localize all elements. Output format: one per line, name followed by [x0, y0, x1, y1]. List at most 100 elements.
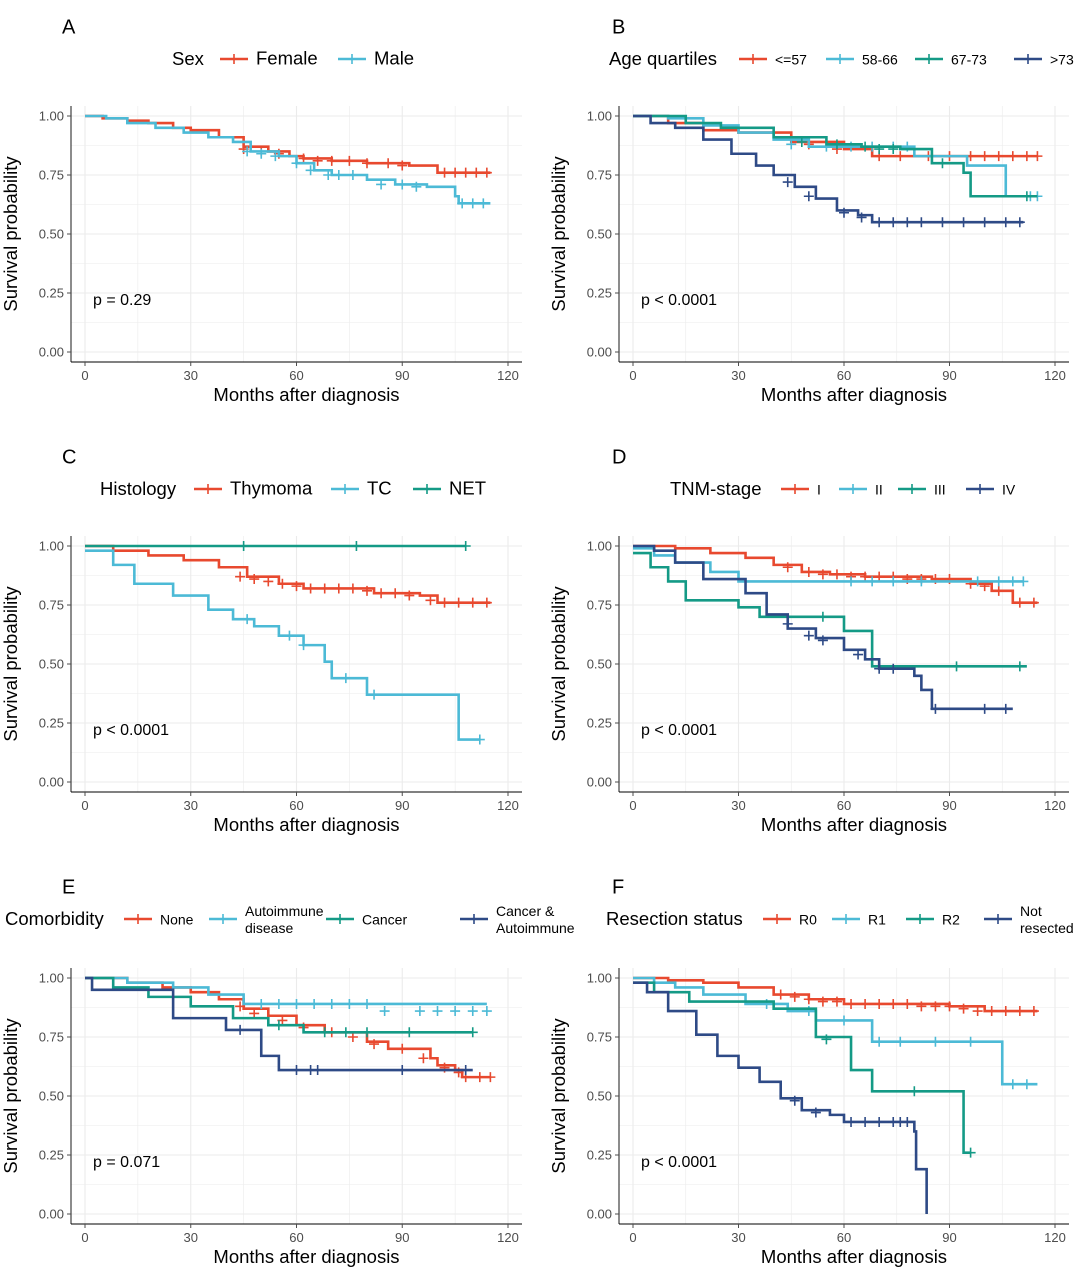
censor-mark [803, 191, 814, 202]
legend-key [763, 914, 791, 924]
legend: Age quartiles <=57 58-66 67-73 >73 [609, 48, 1074, 69]
legend-label: resected [1020, 920, 1074, 936]
series-not-resected [633, 981, 928, 1214]
y-tick-label: 1.00 [587, 971, 612, 986]
censor-mark [277, 578, 288, 589]
censor-mark [817, 996, 828, 1007]
censor-mark [867, 576, 878, 587]
y-tick-label: 0.25 [587, 716, 612, 731]
y-tick-label: 0.25 [587, 1148, 612, 1163]
series-73 [633, 114, 1025, 228]
censor-mark [291, 1065, 302, 1076]
censor-mark [379, 1006, 390, 1017]
censor-mark [397, 1065, 408, 1076]
censor-mark [979, 581, 990, 592]
x-tick-label: 30 [184, 798, 198, 813]
km-curve [85, 976, 491, 1079]
y-axis-title: Survival probability [0, 156, 21, 312]
km-curve [633, 981, 971, 1154]
censor-mark [846, 576, 857, 587]
censor-mark [298, 640, 309, 651]
x-axis-title: Months after diagnosis [213, 384, 399, 405]
km-curve [633, 547, 1024, 583]
censor-mark [874, 144, 885, 155]
censor-mark [418, 1053, 429, 1064]
censor-mark [860, 141, 871, 152]
x-tick-label: 30 [731, 1230, 745, 1245]
censor-mark [333, 170, 344, 180]
legend-key-censor [907, 484, 917, 494]
censor-mark [235, 1001, 246, 1012]
legend-label: R1 [868, 912, 886, 928]
panel-f: F 0 30 60 90 120 0.00 0.25 0.50 0.75 1.00 Months af… [548, 877, 1074, 1267]
censor-mark [362, 585, 372, 596]
censor-mark [860, 1116, 871, 1127]
censor-mark [273, 1020, 284, 1031]
p-value-annotation: p = 0.071 [93, 1154, 160, 1171]
legend: Sex Female Male [172, 48, 414, 70]
series-autoimmune-disease [85, 976, 492, 1017]
x-tick-label: 60 [289, 798, 303, 813]
censor-mark [1014, 1006, 1025, 1017]
legend-label: Autoimmune [245, 903, 324, 919]
censor-mark [972, 1006, 983, 1017]
legend-title: TNM-stage [670, 478, 762, 499]
censor-mark [333, 583, 344, 594]
censor-mark [846, 1116, 857, 1127]
x-tick-label: 90 [942, 368, 956, 383]
km-curve [85, 976, 487, 1006]
legend-key [906, 914, 934, 924]
legend-label: 58-66 [862, 52, 898, 68]
x-tick-label: 30 [731, 798, 745, 813]
censor-mark [979, 217, 990, 228]
censor-mark [474, 734, 485, 745]
x-axis-title: Months after diagnosis [213, 1246, 399, 1267]
legend-label: Male [374, 48, 414, 69]
censor-mark [273, 998, 284, 1009]
y-tick-label: 0.50 [39, 657, 64, 672]
legend-label: Cancer [362, 912, 407, 928]
censor-mark [888, 663, 899, 674]
censor-mark [888, 217, 899, 228]
censor-mark [958, 217, 969, 228]
series-iii [633, 551, 1027, 672]
x-tick-label: 30 [184, 368, 198, 383]
x-tick-label: 120 [497, 368, 519, 383]
censor-mark [312, 155, 323, 166]
panel-a: A 0 30 60 90 120 0.00 0.25 0.50 0.75 1.00 Months af… [0, 17, 522, 405]
legend-key-censor [835, 54, 845, 64]
censor-mark [298, 153, 309, 164]
y-tick-label: 0.25 [587, 286, 612, 301]
panel-d: D 0 30 60 90 120 0.00 0.25 0.50 0.75 1.00 Months af… [548, 447, 1069, 835]
censor-mark [460, 541, 471, 551]
censor-mark [1000, 1006, 1011, 1017]
censor-mark [340, 1027, 351, 1038]
legend-key-censor [422, 484, 432, 494]
censor-mark [460, 1065, 471, 1076]
censor-mark [467, 1006, 478, 1017]
legend-key-censor [469, 914, 479, 924]
p-value-annotation: p < 0.0001 [93, 722, 169, 739]
series-net [85, 541, 471, 551]
censor-mark [803, 630, 814, 641]
legend-label: II [875, 482, 883, 498]
censor-mark [789, 991, 800, 1002]
legend-key-censor [841, 914, 851, 924]
legend-key [413, 484, 441, 494]
y-axis-title: Survival probability [0, 1018, 21, 1174]
censor-mark [817, 635, 828, 646]
series-ii [633, 547, 1029, 587]
censor-mark [888, 144, 899, 155]
legend-key [915, 54, 943, 64]
series-r1 [633, 976, 1038, 1090]
km-curve [633, 544, 1013, 711]
censor-mark [1018, 576, 1029, 587]
censor-mark [397, 1043, 408, 1054]
legend-key-censor [790, 484, 800, 494]
censor-mark [895, 1036, 906, 1047]
censor-mark [930, 1001, 941, 1012]
censor-mark [450, 1006, 461, 1017]
x-tick-label: 0 [629, 798, 636, 813]
censor-mark [916, 1001, 927, 1012]
